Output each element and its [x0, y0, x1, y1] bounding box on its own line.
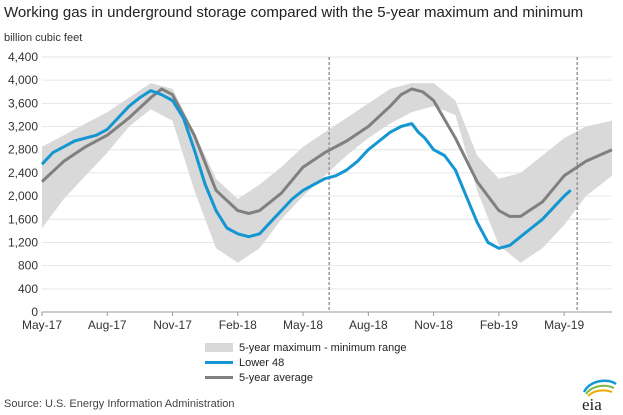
y-tick-label: 4,000: [8, 73, 38, 87]
y-tick-label: 2,800: [8, 143, 38, 157]
y-tick-label: 800: [18, 259, 38, 273]
legend-swatch-lower48: [205, 361, 233, 364]
x-tick-label: Aug-17: [88, 318, 127, 332]
source-note: Source: U.S. Energy Information Administ…: [4, 398, 235, 410]
y-axis-unit-label: billion cubic feet: [4, 32, 83, 44]
axes-layer: 4,400 4,000 3,600 3,200 2,800 2,400 2,000 1,600…: [8, 50, 612, 332]
vertical-marker-layer: [328, 57, 578, 312]
svg-text:eia: eia: [582, 395, 602, 412]
legend-label-range: 5-year maximum - minimum range: [239, 341, 407, 354]
y-tick-label: 400: [18, 282, 38, 296]
y-tick-label: 2,400: [8, 166, 38, 180]
y-tick-label: 1,600: [8, 212, 38, 226]
legend-item-range: 5-year maximum - minimum range: [205, 340, 406, 355]
eia-logo-icon: eia: [582, 379, 617, 412]
x-tick-label: Nov-18: [414, 318, 453, 332]
series-line-lower-48: [40, 89, 572, 250]
x-tick-label: Feb-18: [219, 318, 257, 332]
series-lines-layer: [40, 87, 613, 250]
x-tick-label: Nov-17: [153, 318, 192, 332]
range-band-layer: [42, 83, 612, 263]
y-tick-label: 4,400: [8, 50, 38, 64]
x-tick-label: May-19: [544, 318, 584, 332]
series-line-5-year-average: [40, 87, 613, 218]
x-tick-label: Feb-19: [480, 318, 518, 332]
legend-label-lower48: Lower 48: [239, 356, 285, 369]
y-tick-label: 1,200: [8, 235, 38, 249]
legend: 5-year maximum - minimum range Lower 48 …: [205, 340, 406, 385]
y-tick-label: 3,600: [8, 96, 38, 110]
legend-item-avg: 5-year average: [205, 370, 406, 385]
y-tick-label: 2,000: [8, 189, 38, 203]
x-tick-label: Aug-18: [349, 318, 388, 332]
range-band: [42, 83, 612, 263]
legend-label-avg: 5-year average: [239, 371, 313, 384]
legend-item-lower48: Lower 48: [205, 355, 406, 370]
legend-swatch-range: [205, 343, 233, 352]
legend-swatch-avg: [205, 376, 233, 379]
x-tick-label: May-18: [283, 318, 323, 332]
x-tick-label: May-17: [22, 318, 62, 332]
y-tick-label: 3,200: [8, 120, 38, 134]
chart-title: Working gas in underground storage compa…: [4, 4, 584, 21]
y-tick-label: 0: [31, 305, 38, 319]
